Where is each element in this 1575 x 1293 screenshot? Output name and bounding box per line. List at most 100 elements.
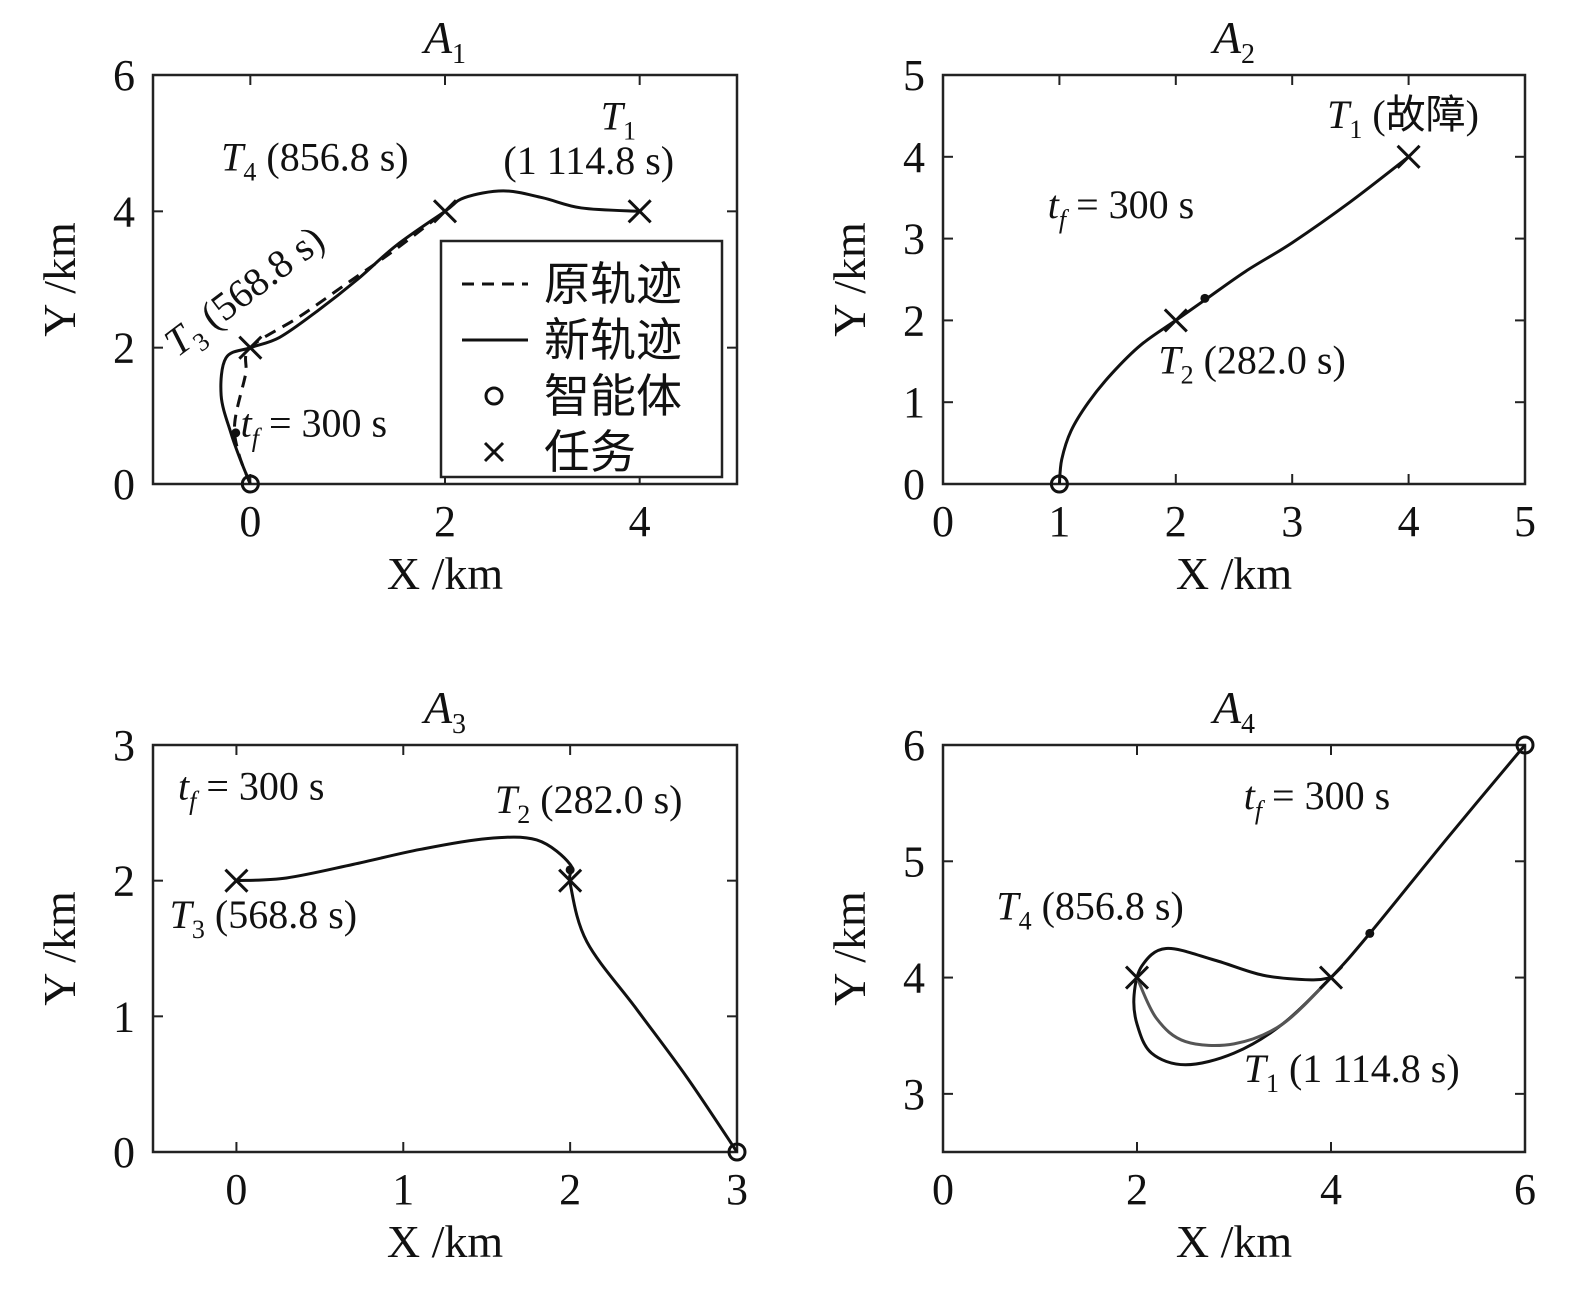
task-cross-b: [558, 868, 583, 893]
annotation-label: tf = 300 s: [241, 400, 387, 452]
y-tick-label: 4: [903, 133, 925, 182]
y-axis-label: Y /km: [34, 222, 85, 337]
agent-marker: [1515, 735, 1535, 755]
annotation-label: T1 (故障): [1327, 92, 1479, 144]
legend-circle-swatch: [484, 386, 504, 406]
tf-point: [231, 428, 241, 438]
x-tick-label: 4: [629, 497, 651, 546]
x-axis-label: X /km: [1176, 1216, 1293, 1267]
task-marker: [1318, 965, 1344, 990]
panel-title: A3: [421, 682, 466, 740]
task-marker: [432, 199, 458, 224]
x-tick-label: 3: [1281, 497, 1303, 546]
panel-3: 0 1 2 3 0 1 2 3 A3 X /km Y /km tf = 300 s T2 (282.0 …: [34, 682, 748, 1267]
x-axis-label: X /km: [387, 548, 504, 599]
y-tick-label: 2: [903, 296, 925, 345]
panel-2: 0 1 2 3 4 5 0 1 2 3 4 5 A2 X /km Y /km T1 (故障) tf = 300 …: [824, 12, 1536, 599]
legend-label: 任务: [544, 425, 636, 479]
y-tick-label: 3: [903, 1070, 925, 1119]
x-tick-label: 2: [1165, 497, 1187, 546]
task-marker: [558, 868, 583, 893]
legend-label: 智能体: [544, 369, 682, 423]
y-tick-label: 1: [903, 378, 925, 427]
x-tick-label: 0: [239, 497, 261, 546]
x-tick-label: 6: [1514, 1165, 1536, 1214]
annotation-label: T3 (568.8 s): [170, 892, 357, 944]
panel-4: 0 2 4 6 3 4 5 6 A4 X /km Y /km tf = 300 s T4 (856.8 …: [824, 682, 1536, 1267]
agent-marker: [727, 1142, 747, 1162]
annotation-label: T2 (282.0 s): [1158, 338, 1345, 390]
x-tick-label: 0: [225, 1165, 247, 1214]
x-tick-label: 1: [392, 1165, 414, 1214]
x-tick-label: 4: [1398, 497, 1420, 546]
x-tick-label: 3: [726, 1165, 748, 1214]
x-tick-label: 4: [1320, 1165, 1342, 1214]
task-cross-b: [1124, 965, 1150, 990]
task-marker: [627, 199, 652, 224]
plot-frame: [941, 743, 1527, 1154]
y-tick-label: 4: [113, 187, 135, 236]
y-tick-label: 6: [903, 721, 925, 770]
x-tick-label: 5: [1514, 497, 1536, 546]
y-tick-label: 3: [113, 721, 135, 770]
annotation-label: tf = 300 s: [1048, 182, 1194, 234]
panel-title: A2: [1210, 12, 1255, 70]
task-cross-b: [224, 868, 249, 893]
task-cross-b: [432, 199, 458, 224]
x-tick-label: 0: [932, 497, 954, 546]
tf-point: [565, 865, 575, 875]
y-tick-label: 0: [113, 460, 135, 509]
tf-point: [1200, 293, 1210, 303]
task-cross-b: [1318, 965, 1344, 990]
legend-label: 原轨迹: [544, 257, 682, 311]
y-axis-label: Y /km: [824, 891, 875, 1006]
y-tick-label: 4: [903, 954, 925, 1003]
annotation-label: T1 (1 114.8 s): [1244, 1046, 1460, 1098]
y-tick-label: 5: [903, 837, 925, 886]
task-marker: [224, 868, 249, 893]
y-axis-label: Y /km: [34, 891, 85, 1006]
x-tick-label: 0: [932, 1165, 954, 1214]
y-tick-label: 1: [113, 992, 135, 1041]
x-tick-label: 2: [434, 497, 456, 546]
y-tick-label: 0: [903, 460, 925, 509]
task-cross-b: [1396, 144, 1421, 169]
annotation-label: tf = 300 s: [1244, 773, 1390, 825]
x-tick-label: 1: [1048, 497, 1070, 546]
legend-entry: 原轨迹: [462, 257, 682, 311]
plot-frame: [151, 743, 739, 1154]
series-line-0: [236, 835, 739, 1153]
task-cross-b: [1163, 308, 1188, 333]
y-tick-label: 2: [113, 324, 135, 373]
y-axis-label: Y /km: [824, 222, 875, 337]
y-tick-label: 5: [903, 51, 925, 100]
x-axis-label: X /km: [387, 1216, 504, 1267]
legend-cross-b: [483, 441, 505, 463]
plot-frame: [941, 73, 1527, 486]
task-marker: [238, 335, 263, 360]
x-tick-label: 2: [559, 1165, 581, 1214]
annotation-label: T4 (856.8 s): [221, 134, 408, 186]
series-line-0: [1057, 155, 1410, 485]
legend-label: 新轨迹: [544, 313, 682, 367]
annotation-label: tf = 300 s: [178, 763, 324, 815]
legend-box: [439, 239, 724, 479]
task-cross-b: [627, 199, 652, 224]
legend-entry: 任务: [483, 425, 636, 479]
y-tick-label: 0: [113, 1128, 135, 1177]
series-line-1: [1135, 976, 1333, 1048]
tf-point: [1365, 928, 1375, 938]
panel-title: A1: [421, 12, 466, 70]
agent-marker: [240, 474, 260, 494]
x-axis-label: X /km: [1176, 548, 1293, 599]
panel-title: A4: [1210, 682, 1255, 740]
y-tick-label: 3: [903, 215, 925, 264]
task-marker: [1124, 965, 1150, 990]
y-tick-label: 6: [113, 51, 135, 100]
x-tick-label: 2: [1126, 1165, 1148, 1214]
annotation-label: T4 (856.8 s): [996, 883, 1183, 935]
legend-entry: 新轨迹: [462, 313, 682, 367]
legend-entry: 智能体: [484, 369, 682, 423]
